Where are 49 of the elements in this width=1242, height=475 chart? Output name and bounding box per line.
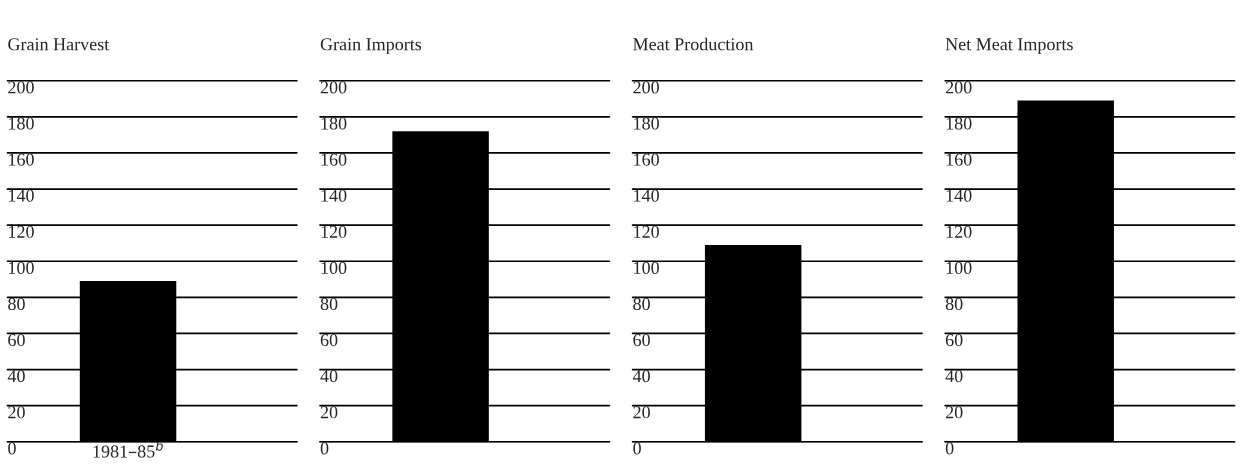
y-tick-label: 140 — [9, 189, 34, 202]
y-tick-label: 100 — [634, 261, 659, 274]
chart-title: Grain Harvest — [8, 38, 110, 51]
y-tick-label: 140 — [321, 189, 347, 202]
y-tick-label: 80 — [633, 297, 650, 311]
y-tick-label: 200 — [945, 81, 972, 94]
y-tick-label: 60 — [633, 333, 650, 347]
y-tick-label: 100 — [9, 261, 34, 274]
y-tick-label: 160 — [321, 153, 347, 166]
y-tick-label: 140 — [946, 189, 972, 202]
y-tick-label: 200 — [633, 81, 659, 94]
y-tick-label: 180 — [321, 117, 347, 130]
y-tick-label: 100 — [321, 261, 347, 274]
y-tick-label: 180 — [9, 117, 34, 130]
y-tick-label: 60 — [320, 333, 338, 347]
y-tick-label: 40 — [320, 370, 338, 383]
y-tick-label: 160 — [634, 153, 659, 166]
chart-title: Net Meat Imports — [945, 38, 1073, 55]
y-tick-label: 120 — [634, 225, 659, 238]
y-tick-label: 0 — [945, 442, 954, 455]
y-tick-label: 20 — [320, 406, 338, 419]
y-tick-label: 200 — [320, 81, 347, 94]
y-tick-label: 40 — [945, 370, 963, 383]
y-tick-label: 20 — [633, 406, 650, 419]
y-tick-label: 20 — [8, 406, 25, 419]
y-tick-label: 160 — [9, 153, 34, 166]
y-tick-label: 120 — [9, 225, 34, 238]
chart-title: Meat Production — [633, 37, 754, 51]
y-tick-label: 0 — [320, 442, 329, 455]
y-tick-label: 40 — [632, 370, 650, 383]
y-tick-label: 160 — [946, 153, 972, 166]
y-tick-label: 80 — [945, 297, 963, 311]
y-tick-label: 200 — [8, 81, 34, 94]
y-tick-label: 80 — [320, 297, 338, 311]
y-tick-label: 140 — [634, 189, 659, 202]
y-tick-label: 120 — [321, 225, 347, 238]
y-tick-label: 80 — [8, 297, 25, 311]
y-tick-label: 180 — [946, 117, 972, 130]
chart-title: Grain Imports — [320, 38, 422, 55]
y-tick-label: 180 — [634, 117, 659, 130]
y-tick-label: 20 — [945, 406, 963, 419]
x-tick-label: 1981–85$^{b}$ — [93, 440, 163, 458]
y-tick-label: 120 — [946, 225, 972, 238]
y-tick-label: 0 — [8, 442, 16, 455]
y-tick-label: 0 — [633, 442, 641, 455]
y-tick-label: 60 — [8, 333, 25, 347]
y-tick-label: 100 — [946, 261, 972, 274]
y-tick-label: 60 — [945, 333, 963, 347]
y-tick-label: 40 — [7, 370, 25, 383]
